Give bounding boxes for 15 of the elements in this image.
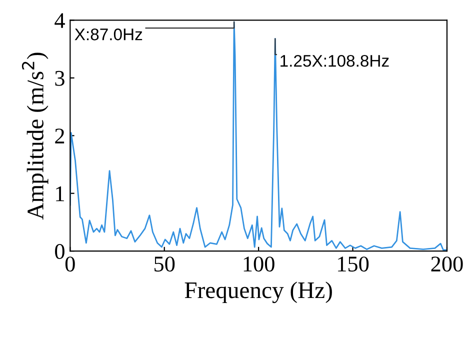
annotation: X:87.0Hz	[74, 28, 142, 40]
x-tick-label: 0	[65, 256, 75, 272]
x-tick-label: 150	[338, 256, 369, 272]
x-tick-label: 50	[154, 256, 175, 272]
y-tick-label: 1	[56, 186, 64, 202]
x-axis-title: Frequency (Hz)	[184, 282, 332, 304]
y-tick-label: 2	[55, 128, 64, 144]
y-tick-label: 3	[55, 70, 64, 86]
x-tick-label: 100	[244, 256, 274, 272]
annotation: 1.25X:108.8Hz	[280, 54, 389, 67]
y-tick-label: 4	[54, 13, 65, 28]
y-axis-title: Amplitude (m/s$^{2}$)	[22, 52, 48, 220]
y-tick-label: 0	[55, 244, 64, 259]
line-series	[70, 21, 447, 251]
x-tick-label: 200	[431, 256, 463, 272]
